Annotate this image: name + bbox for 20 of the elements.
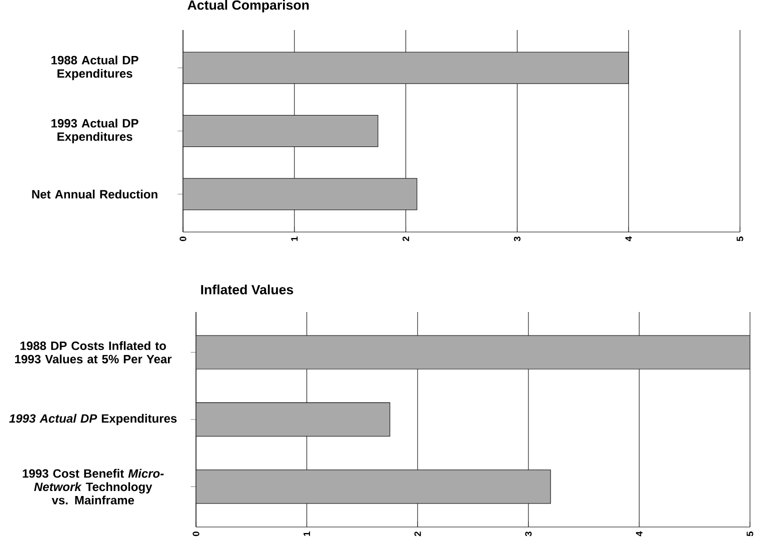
x-tick-label: 3	[525, 532, 532, 536]
x-tick-label: 2	[402, 236, 410, 242]
y-tick-label: 1988 Actual DP Expenditures	[51, 56, 138, 80]
x-tick-label: 0	[180, 236, 186, 242]
x-tick-label: 3	[514, 236, 521, 242]
y-tick-label: 1993 Actual DP Expenditures	[51, 118, 138, 144]
x-tick-label: 1	[291, 236, 298, 241]
y-tick-label: Net Annual Reduction	[32, 190, 158, 199]
category-label: 1993 Cost Benefit Micro-Network Technology vs. Mainframe	[22, 468, 164, 504]
x-tick-label: 2	[414, 532, 421, 536]
x-tick-label: 0	[192, 532, 200, 536]
x-tick-label: 4	[625, 236, 632, 242]
x-tick-label: 5	[746, 532, 754, 536]
y-tick-label: 1988 DP Costs Inflated to 1993 Values at 5% Per Year	[15, 341, 172, 364]
y-tick-label: 1993 Actual DP Expenditures	[9, 414, 177, 426]
chart-title: Actual Comparison	[188, 0, 309, 12]
x-tick-label: 4	[636, 531, 642, 536]
chart-title: Inflated Values	[201, 284, 294, 294]
x-tick-label: 1	[304, 532, 310, 536]
x-tick-label: 5	[736, 236, 744, 242]
